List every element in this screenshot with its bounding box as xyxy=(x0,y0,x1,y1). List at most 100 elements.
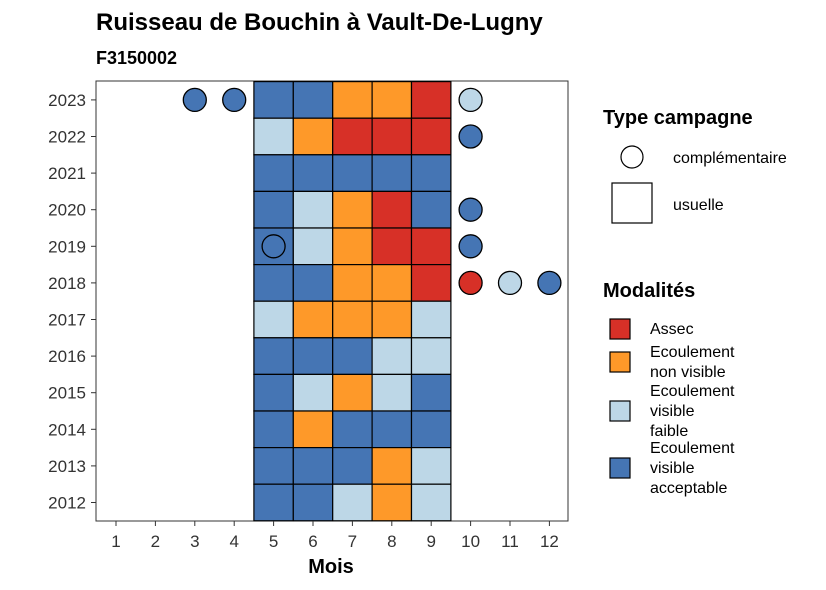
cell-2013-5 xyxy=(253,447,294,485)
cell-2023-7 xyxy=(332,80,373,119)
x-tick-label: 10 xyxy=(461,532,480,551)
cell-2021-9 xyxy=(410,154,452,193)
y-tick-label: 2020 xyxy=(48,201,86,220)
point-2018-10 xyxy=(458,270,483,296)
cell-2012-8 xyxy=(371,483,413,522)
x-tick-label: 8 xyxy=(387,532,396,551)
legend-label-acceptable: acceptable xyxy=(650,480,727,497)
usual-cells-layer xyxy=(253,80,452,522)
y-tick-label: 2015 xyxy=(48,384,86,403)
point-2020-10 xyxy=(458,197,483,222)
legend-key-nonvisible xyxy=(609,351,631,373)
legend-modalites: Modalités Assec Ecoulement non visible Ecou… xyxy=(603,280,735,497)
cell-2021-6 xyxy=(292,154,334,193)
cell-2022-5 xyxy=(253,117,294,156)
cell-2018-8 xyxy=(371,264,413,302)
cell-2015-5 xyxy=(253,373,294,412)
cell-2019-6 xyxy=(292,227,334,266)
cell-2020-6 xyxy=(292,190,334,229)
cell-2016-7 xyxy=(332,337,373,375)
x-tick-label: 1 xyxy=(111,532,120,551)
cell-2015-8 xyxy=(371,373,413,412)
legend-key-assec xyxy=(609,318,631,340)
cell-2021-5 xyxy=(253,154,294,193)
cell-2013-7 xyxy=(332,447,373,485)
cell-2023-5 xyxy=(253,80,294,119)
point-2022-10 xyxy=(458,124,483,149)
y-tick-label: 2019 xyxy=(48,237,86,256)
y-tick-label: 2013 xyxy=(48,457,86,476)
legend-label-acceptable: Ecoulement xyxy=(650,440,735,457)
cell-2012-6 xyxy=(292,483,334,522)
cell-2012-9 xyxy=(410,483,452,522)
legend-type-title: Type campagne xyxy=(603,107,753,129)
x-axis-title: Mois xyxy=(308,556,354,578)
y-tick-label: 2017 xyxy=(48,311,86,330)
point-2019-5 xyxy=(261,234,286,259)
legend-label-nonvisible: Ecoulement xyxy=(650,344,735,361)
legend-label-assec: Assec xyxy=(650,321,694,338)
cell-2018-7 xyxy=(332,264,373,302)
x-tick-label: 3 xyxy=(190,532,199,551)
x-tick-label: 6 xyxy=(308,532,317,551)
cell-2022-9 xyxy=(410,117,452,156)
cell-2022-6 xyxy=(292,117,334,156)
point-2018-11 xyxy=(497,270,523,296)
legend-key-acceptable xyxy=(609,457,631,479)
chart-title: Ruisseau de Bouchin à Vault-De-Lugny xyxy=(96,9,543,36)
cell-2023-6 xyxy=(292,80,334,119)
cell-2022-7 xyxy=(332,117,373,156)
cell-2014-5 xyxy=(253,410,294,449)
cell-2021-7 xyxy=(332,154,373,193)
cell-2012-7 xyxy=(332,483,373,522)
chart-subtitle: F3150002 xyxy=(96,48,177,68)
y-tick-label: 2016 xyxy=(48,347,86,366)
legend-label-nonvisible: non visible xyxy=(650,364,726,381)
cell-2022-8 xyxy=(371,117,413,156)
x-tick-label: 9 xyxy=(426,532,435,551)
cell-2016-8 xyxy=(371,337,413,375)
point-2023-4 xyxy=(222,87,247,113)
legend-label-acceptable: visible xyxy=(650,460,695,477)
point-2023-3 xyxy=(182,87,207,113)
y-tick-label: 2023 xyxy=(48,91,86,110)
cell-2017-8 xyxy=(371,300,413,339)
cell-2018-9 xyxy=(410,264,452,302)
cell-2019-8 xyxy=(371,227,413,266)
x-tick-label: 5 xyxy=(269,532,278,551)
point-2018-12 xyxy=(537,270,562,296)
cell-2017-6 xyxy=(292,300,334,339)
legend-square-key xyxy=(611,182,653,224)
cell-2013-9 xyxy=(410,447,452,485)
cell-2013-8 xyxy=(371,447,413,485)
x-tick-label: 11 xyxy=(501,532,519,551)
cell-2014-8 xyxy=(371,410,413,449)
y-axis: 2012 2013 2014 2015 2016 2017 2018 2019 2020 2021… xyxy=(48,91,96,513)
cell-2017-7 xyxy=(332,300,373,339)
y-tick-label: 2022 xyxy=(48,128,86,147)
y-tick-label: 2012 xyxy=(48,494,86,513)
cell-2020-7 xyxy=(332,190,373,229)
y-tick-label: 2021 xyxy=(48,164,86,183)
legend-complementaire-label: complémentaire xyxy=(673,150,787,167)
cell-2020-8 xyxy=(371,190,413,229)
legend-label-faible: visible xyxy=(650,403,695,420)
cell-2023-9 xyxy=(410,80,452,119)
y-tick-label: 2018 xyxy=(48,274,86,293)
legend-label-faible: faible xyxy=(650,423,688,440)
legend-circle-key xyxy=(620,145,644,169)
cell-2021-8 xyxy=(371,154,413,193)
cell-2012-5 xyxy=(253,483,294,522)
cell-2016-6 xyxy=(292,337,334,375)
legend-key-faible xyxy=(609,400,631,422)
legend-modalites-title: Modalités xyxy=(603,280,695,302)
cell-2017-5 xyxy=(253,300,294,339)
cell-2014-6 xyxy=(292,410,334,449)
x-tick-label: 7 xyxy=(348,532,357,551)
cell-2015-9 xyxy=(410,373,452,412)
cell-2016-9 xyxy=(410,337,452,375)
point-2023-10 xyxy=(458,87,483,113)
legend-type-campagne: Type campagne complémentaire usuelle xyxy=(603,107,787,224)
cell-2023-8 xyxy=(371,80,413,119)
